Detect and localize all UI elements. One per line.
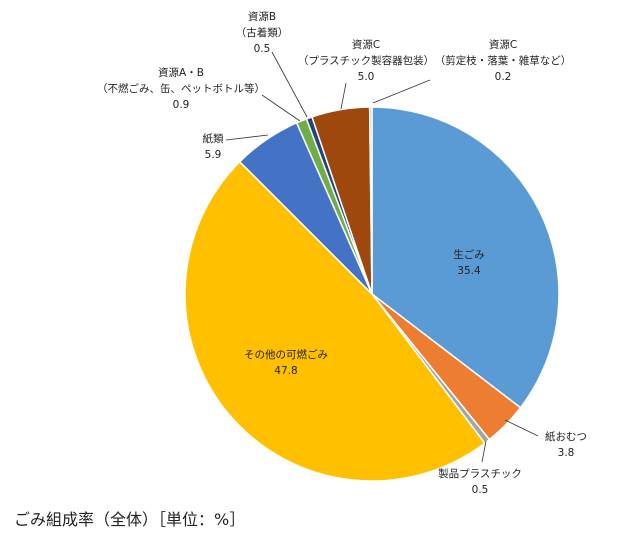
value-resource-b: 0.5: [254, 43, 271, 55]
label-resource-c-plastic: 資源C: [352, 38, 380, 51]
leader-lines: [225, 51, 539, 463]
sublabel-resource-ab: （不燃ごみ、缶、ペットボトル等）: [97, 82, 265, 95]
value-other-combustible: 47.8: [274, 365, 297, 377]
sublabel-resource-c-pruning: （剪定枝・落葉・雑草など）: [435, 54, 572, 67]
leader-line-resource-b-clothes: [271, 51, 308, 118]
label-product-plastic: 製品プラスチック: [438, 467, 522, 480]
label-paper: 紙類: [203, 132, 224, 145]
chart-caption: ごみ組成率（全体）［単位：%］: [14, 510, 246, 529]
value-resource-c-pruning: 0.2: [495, 71, 512, 83]
label-resource-c-pruning: 資源C: [489, 38, 517, 51]
value-food-waste: 35.4: [457, 265, 481, 277]
leader-line-pruning: [372, 79, 431, 104]
value-resource-ab: 0.9: [173, 99, 190, 111]
slice-other-combustible: [184, 160, 486, 482]
value-product-plastic: 0.5: [472, 484, 489, 496]
value-diapers: 3.8: [558, 447, 575, 459]
label-other-combustible: その他の可燃ごみ: [244, 348, 328, 361]
leader-line-diapers: [504, 419, 539, 437]
pie-chart: 生ごみ 35.4 紙おむつ 3.8 製品プラスチック 0.5 その他の可燃ごみ …: [97, 10, 587, 496]
label-resource-b: 資源B: [248, 10, 276, 23]
leader-line-resource-ab: [261, 94, 301, 122]
sublabel-resource-c-plastic: （プラスチック製容器包装）: [298, 54, 434, 67]
leader-line-plastic-packaging: [340, 82, 347, 110]
slice-resource-c-pruning: [368, 106, 373, 295]
sublabel-resource-b: （古着類）: [236, 26, 289, 39]
value-paper: 5.9: [205, 149, 222, 161]
leader-line-product-plastic: [481, 440, 487, 463]
label-resource-ab: 資源A・B: [158, 66, 204, 79]
pie-slices: [184, 106, 560, 482]
label-diapers: 紙おむつ: [545, 430, 587, 443]
slice-food-waste: [371, 106, 560, 409]
label-food-waste: 生ごみ: [453, 248, 485, 261]
value-resource-c-plastic: 5.0: [358, 71, 375, 83]
leader-line-paper: [225, 134, 269, 141]
